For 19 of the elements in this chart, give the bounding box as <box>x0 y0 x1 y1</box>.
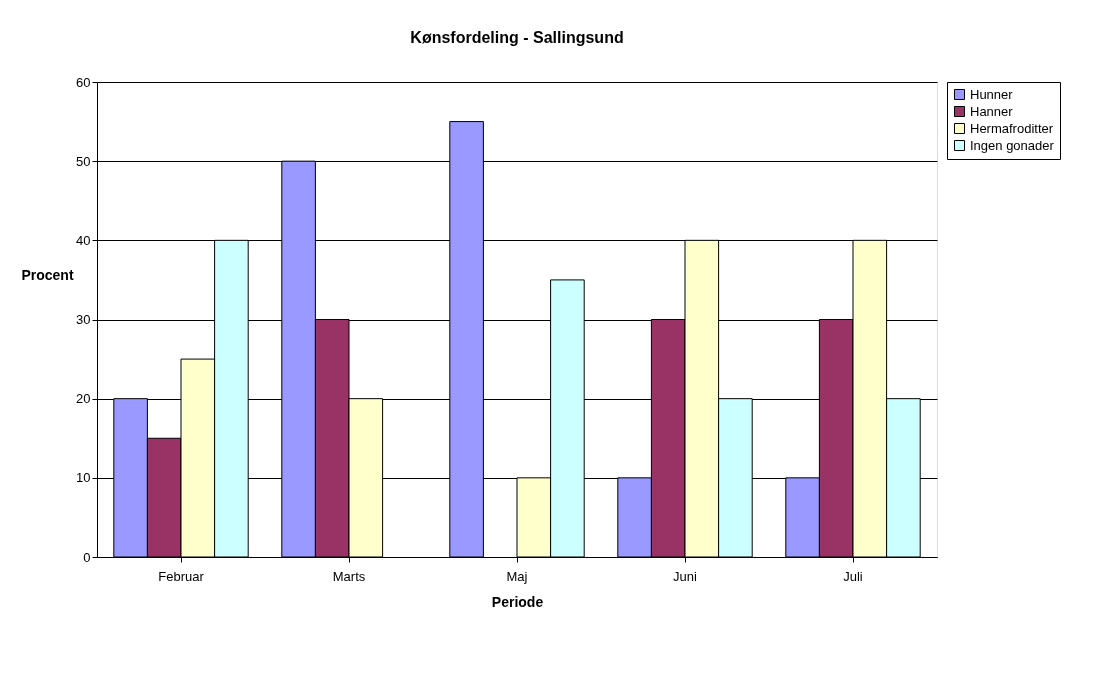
x-tick-label: Februar <box>158 568 205 584</box>
x-tick-label: Juni <box>673 568 698 584</box>
legend-label: Hermafroditter <box>970 120 1054 136</box>
x-tick-label: Marts <box>332 568 366 584</box>
x-tick-label: Maj <box>506 568 528 584</box>
chart-title: Kønsfordeling - Sallingsund <box>410 29 624 46</box>
y-axis-title: Procent <box>21 266 74 283</box>
y-tick-label: 50 <box>76 153 91 169</box>
x-axis-title: Periode <box>491 593 544 610</box>
legend-label: Ingen gonader <box>970 137 1055 153</box>
y-tick-label: 60 <box>76 74 91 90</box>
y-tick-label: 10 <box>76 470 91 486</box>
x-tick-label: Juli <box>843 568 863 584</box>
y-tick-label: 40 <box>76 232 91 248</box>
legend-label: Hunner <box>970 86 1014 102</box>
y-tick-label: 30 <box>76 312 91 327</box>
legend-label: Hanner <box>970 103 1014 119</box>
y-tick-label: 20 <box>76 391 91 407</box>
y-tick-label: 0 <box>83 549 91 565</box>
